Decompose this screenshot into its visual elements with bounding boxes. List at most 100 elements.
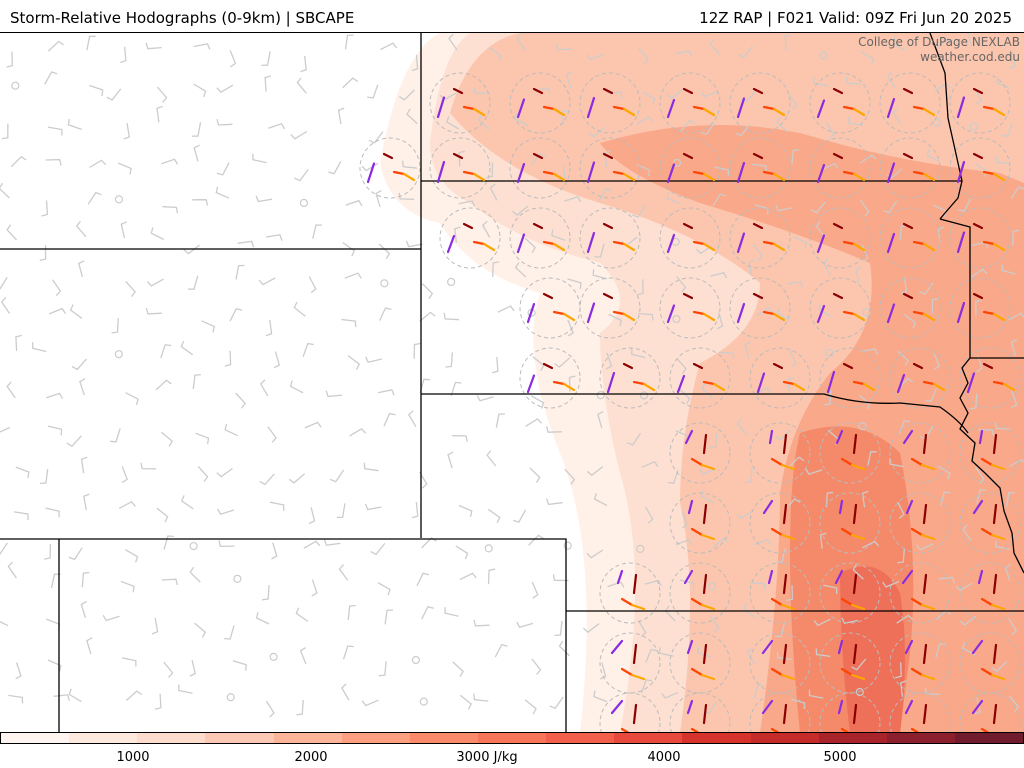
- hodograph-segment: [472, 172, 486, 182]
- wind-barb: [53, 694, 71, 701]
- hodograph-segment: [782, 643, 788, 665]
- hodograph-segment: [905, 499, 914, 515]
- wind-barb: [347, 355, 361, 370]
- hodograph-ring: [509, 137, 571, 199]
- hodograph-segment: [761, 639, 774, 655]
- wind-barb: [80, 600, 87, 618]
- wind-barb: [805, 468, 823, 475]
- wind-barb: [680, 119, 696, 132]
- wind-barb: [452, 661, 464, 677]
- hodograph: [736, 87, 786, 119]
- hodograph-ring: [889, 632, 951, 694]
- hodograph-segment: [780, 603, 796, 611]
- wind-barb: [1010, 186, 1024, 200]
- hodograph-segment: [772, 172, 786, 182]
- wind-barb: [926, 149, 941, 163]
- hodograph-segment: [752, 87, 764, 95]
- hodograph-segment: [978, 429, 984, 445]
- wind-barb: [744, 341, 751, 359]
- hodograph-segment: [782, 380, 796, 386]
- wind-barb: [530, 153, 547, 165]
- wind-barb: [377, 389, 395, 396]
- wind-barb: [8, 694, 24, 704]
- hodograph-segment: [992, 107, 1006, 117]
- hodograph-ring: [809, 277, 871, 339]
- hodograph-segment: [692, 105, 706, 111]
- colorbar-tick-label: 3000 J/kg: [456, 750, 518, 765]
- hodograph: [901, 569, 936, 611]
- wind-barb: [311, 579, 318, 597]
- hodograph-ring: [659, 207, 721, 269]
- wind-barb: [932, 204, 947, 217]
- hodograph-segment: [912, 105, 926, 111]
- hodograph-segment: [462, 170, 476, 176]
- wind-barb: [637, 620, 647, 638]
- wind-barb: [473, 693, 489, 702]
- wind-barb: [645, 506, 654, 524]
- wind-barb: [531, 658, 542, 675]
- wind-barb: [48, 307, 67, 315]
- wind-barb: [962, 524, 972, 542]
- wind-barb: [644, 579, 662, 587]
- wind-barb: [974, 697, 981, 715]
- hodograph: [826, 362, 876, 394]
- hodograph: [978, 429, 1006, 471]
- wind-barb: [189, 566, 201, 583]
- wind-barb: [187, 275, 199, 290]
- wind-barb: [532, 356, 545, 372]
- hodograph: [904, 639, 936, 681]
- wind-barb: [561, 109, 569, 126]
- hodograph-segment: [620, 667, 634, 677]
- wind-barb: [855, 266, 863, 283]
- wind-barb: [86, 637, 93, 655]
- map-panel[interactable]: College of DuPage NEXLAB weather.cod.edu: [0, 32, 1024, 734]
- wind-barb: [631, 348, 646, 359]
- hodograph-segment: [532, 222, 544, 230]
- wind-barb: [261, 51, 271, 66]
- wind-barb: [288, 473, 306, 484]
- hodograph-segment: [700, 673, 716, 681]
- hodograph-segment: [772, 107, 786, 117]
- hodograph-segment: [736, 161, 746, 184]
- wind-barb: [567, 278, 582, 289]
- wind-barb: [47, 40, 64, 52]
- wind-barb: [10, 155, 27, 168]
- wind-barb: [859, 154, 877, 164]
- wind-barb: [883, 200, 898, 214]
- hodograph-ring: [429, 137, 491, 199]
- wind-barb: [39, 469, 49, 485]
- wind-barbs: [0, 33, 1024, 718]
- hodograph-ring: [819, 347, 881, 409]
- wind-barb: [712, 537, 729, 549]
- wind-barb: [265, 700, 275, 718]
- wind-barb: [265, 319, 273, 337]
- wind-barb: [255, 195, 273, 203]
- wind-barb: [808, 689, 824, 699]
- hodograph-segment: [902, 87, 914, 95]
- wind-barb: [416, 572, 430, 587]
- wind-barb: [296, 699, 304, 716]
- hodograph-segment: [761, 699, 774, 715]
- wind-barb: [145, 307, 162, 315]
- hodograph-segment: [956, 96, 966, 119]
- hodograph-segment: [666, 98, 676, 119]
- wind-barb: [636, 116, 654, 124]
- hodograph-segment: [562, 382, 576, 392]
- hodograph-segment: [683, 569, 694, 585]
- calm-wind-marker: [862, 308, 871, 317]
- wind-barb: [962, 642, 976, 656]
- colorbar-segment: [341, 733, 410, 743]
- hodograph-segment: [686, 639, 694, 655]
- wind-barb: [487, 508, 501, 524]
- state-border: [939, 218, 1024, 359]
- hodograph-segment: [692, 310, 706, 316]
- hodograph-segment: [700, 603, 716, 611]
- calm-wind-marker: [969, 122, 978, 131]
- hodograph-segment: [666, 163, 676, 184]
- map-canvas[interactable]: [0, 33, 1024, 733]
- wind-barb: [0, 426, 11, 433]
- wind-barb: [594, 243, 605, 258]
- hodograph-ring: [819, 692, 881, 733]
- hodograph-segment: [832, 292, 844, 300]
- hodographs: [366, 87, 1016, 733]
